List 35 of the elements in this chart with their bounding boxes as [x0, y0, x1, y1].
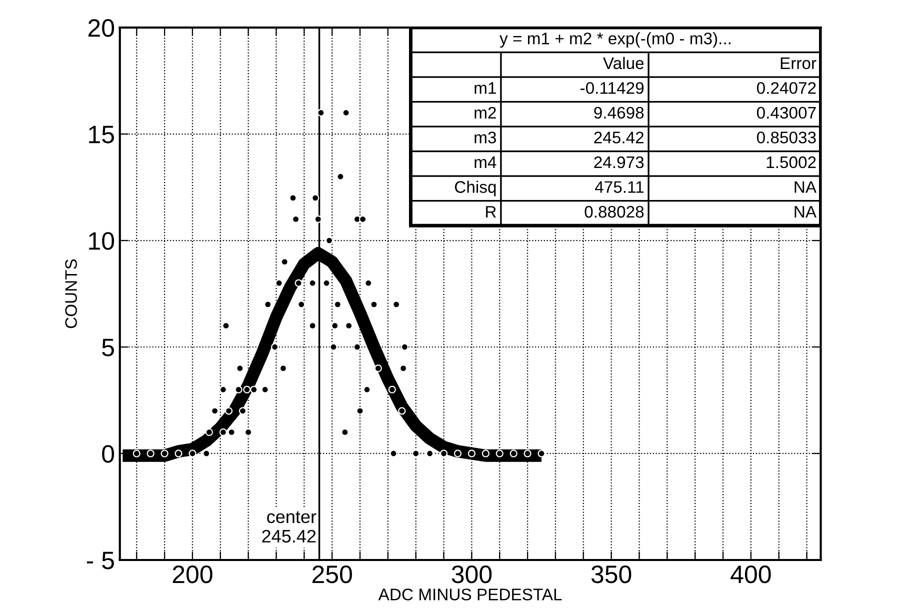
- annotation: NA: [794, 206, 817, 218]
- annotation: m4: [474, 156, 496, 168]
- annotation: 0.85033: [756, 132, 816, 144]
- annotation: -0.11429: [580, 82, 644, 94]
- annotation: 24.973: [594, 156, 644, 168]
- y-tick-label: 20: [88, 19, 114, 37]
- x-tick-label: 350: [591, 566, 632, 584]
- x-tick-label: 250: [312, 566, 352, 584]
- x-tick-label: 300: [452, 566, 492, 584]
- annotation: 9.4698: [594, 106, 644, 119]
- y-tick-label: 0: [102, 445, 114, 463]
- y-axis-title: COUNTS: [65, 259, 77, 328]
- annotation: y = m1 + m2 * exp(-(m0 - m3)...: [500, 32, 730, 48]
- annotation: 475.11: [594, 181, 644, 193]
- y-tick-label: 5: [102, 338, 114, 356]
- annotation: NA: [794, 181, 817, 193]
- annotation: 0.43007: [756, 106, 816, 119]
- ref-line-label: center 245.42: [262, 511, 316, 543]
- annotation: Chisq: [454, 180, 496, 196]
- annotation: 0.24072: [756, 82, 816, 94]
- annotation: Value: [603, 56, 644, 70]
- annotation: m1: [474, 82, 496, 94]
- annotation: 1.5002: [766, 156, 816, 168]
- annotation: 0.88028: [584, 206, 644, 218]
- x-tick-label: 200: [172, 566, 212, 584]
- annotation: m3: [474, 132, 496, 144]
- annotation: R: [486, 206, 496, 218]
- annotation: Error: [780, 58, 816, 70]
- x-tick-label: 400: [730, 566, 771, 584]
- x-axis-title: ADC MINUS PEDESTAL: [378, 588, 562, 600]
- annotation: 245.42: [594, 132, 644, 144]
- y-tick-label: - 5: [86, 552, 114, 570]
- annotation: m2: [474, 106, 496, 119]
- y-tick-label: 10: [89, 232, 114, 250]
- y-tick-label: 15: [89, 126, 114, 144]
